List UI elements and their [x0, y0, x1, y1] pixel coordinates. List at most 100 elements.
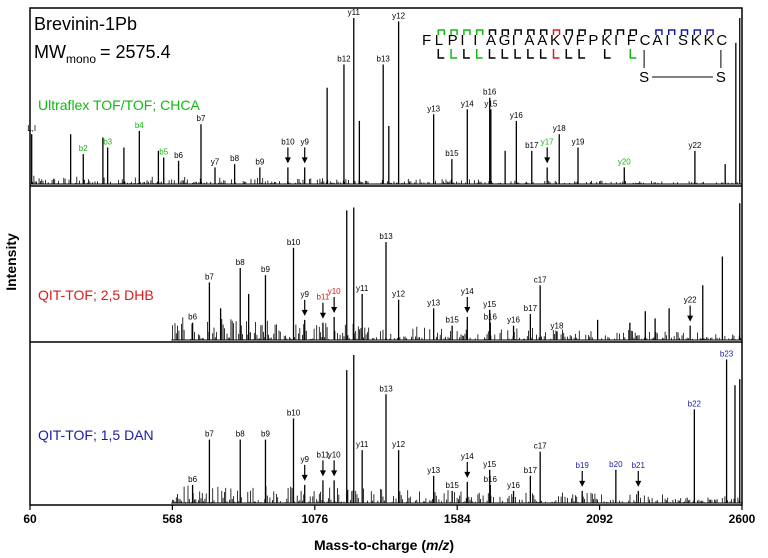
peak-label: b11 [317, 450, 330, 459]
peak-label: y14 [461, 99, 474, 108]
peak-arrowhead [319, 470, 326, 477]
y-ion-marker [539, 49, 547, 59]
peak-label: y13 [427, 104, 440, 113]
peak-label: y9 [300, 455, 309, 464]
y-axis-label: Intensity [3, 233, 19, 291]
b-ion-marker [463, 29, 471, 35]
peak-arrowhead [284, 157, 291, 164]
peak-label: b4 [135, 121, 144, 130]
peak-label: y11 [348, 8, 361, 17]
sequence-residue: I [614, 32, 618, 49]
peak-label: y9 [300, 137, 309, 146]
peak-label: b8 [236, 430, 245, 439]
x-axis-ticks: 60 568 1076 1584 2092 2600 [23, 505, 756, 526]
peak-label: b22 [688, 399, 702, 408]
peak-label: b19 [576, 461, 590, 470]
peak-label: b10 [281, 137, 295, 146]
peak-label: y7 [211, 157, 220, 166]
b-ion-marker [565, 29, 574, 35]
sequence-residue: S [678, 32, 688, 49]
y-ion-marker [565, 49, 573, 59]
peak-label: b17 [524, 466, 538, 475]
peak-arrowhead [579, 480, 586, 487]
peak-label: b13 [379, 232, 393, 241]
sequence-residue: I [665, 32, 669, 49]
y-ion-marker [475, 49, 483, 59]
sequence-residue: F [576, 32, 585, 49]
peak-label: y9 [300, 290, 309, 299]
peak-label: b13 [377, 54, 391, 63]
x-tick-label: 1584 [444, 512, 471, 526]
sequence-residue: V [563, 32, 573, 49]
peak-label: y20 [618, 157, 631, 166]
peak-label: b16 [484, 475, 498, 484]
b-ion-marker [552, 29, 561, 35]
sequence-residue: C [716, 32, 727, 49]
peak-label: b10 [287, 408, 301, 417]
b-ion-marker [680, 29, 689, 35]
x-tick-label: 568 [162, 512, 182, 526]
b-ion-marker [603, 29, 612, 35]
sequence-residue: F [422, 32, 431, 49]
sequence-residue: A [486, 32, 496, 49]
peak-label: y11 [356, 440, 369, 449]
spectrum-panels: L,I b2 b3 b4 b5 b6 b7 y7 b8 b9 b10 y9 b12 y11 b13 y12 y1… [27, 8, 742, 504]
sequence-residue: I [460, 32, 464, 49]
b-ion-marker [578, 29, 586, 35]
spectrum-noise [172, 317, 741, 340]
sequence-residue: P [448, 32, 458, 49]
peak-label: y22 [684, 296, 697, 305]
b-ion-marker [437, 29, 446, 35]
y-ion-marker [501, 49, 509, 59]
b-ion-marker [655, 29, 663, 35]
peak-label: b15 [445, 481, 459, 490]
peak-label: y16 [507, 316, 520, 325]
sequence-residue: F [627, 32, 636, 49]
plot-frame [29, 7, 743, 506]
x-tick-label: 2092 [586, 512, 613, 526]
peak-arrowhead [687, 315, 694, 322]
sulfur-label: S [639, 69, 649, 86]
peak-label: b7 [197, 114, 206, 123]
sequence-residue: K [550, 32, 560, 49]
peak-label: y15 [483, 300, 496, 309]
b-ion-marker [693, 29, 702, 35]
peak-label: y15 [484, 99, 497, 108]
peak-arrowhead [319, 312, 326, 319]
peak-label: b7 [205, 272, 214, 281]
peak-label: L,I [27, 124, 36, 133]
peak-label: y22 [688, 141, 701, 150]
b-ion-marker [667, 29, 676, 35]
peak-label: b9 [261, 430, 270, 439]
peak-label: b9 [261, 265, 270, 274]
peak-label: b12 [337, 54, 351, 63]
x-tick-label: 1076 [301, 512, 328, 526]
sequence-map: F L P I I A G I A A K V F P K I F C A I S K K CS S [422, 29, 727, 86]
peak-label: y16 [510, 111, 523, 120]
peak-label: y12 [392, 11, 405, 20]
peak-label: b10 [287, 238, 301, 247]
peak-label: y13 [427, 466, 440, 475]
peak-label: y12 [392, 290, 405, 299]
peak-arrowhead [464, 306, 471, 313]
peak-label: b11 [317, 293, 330, 302]
b-ion-marker [527, 29, 535, 35]
sequence-residue: A [524, 32, 534, 49]
panel-label-qit-dhb: QIT-TOF; 2,5 DHB [38, 287, 154, 303]
peak-label: b16 [483, 88, 497, 97]
peak-label: b23 [720, 350, 734, 359]
mw-label: MWmono = 2575.4 [34, 42, 171, 66]
x-tick-label: 60 [23, 512, 37, 526]
sequence-residue: K [601, 32, 611, 49]
peak-label: b13 [379, 384, 393, 393]
peak-label: b6 [188, 475, 197, 484]
peak-arrowhead [301, 309, 308, 316]
y-ion-marker [552, 49, 560, 59]
spectrum-noise [172, 485, 740, 503]
plot-border [29, 7, 743, 506]
b-ion-marker [539, 29, 548, 35]
peak-label: b21 [632, 461, 646, 470]
sequence-residue: G [499, 32, 511, 49]
peak-label: y19 [572, 137, 585, 146]
